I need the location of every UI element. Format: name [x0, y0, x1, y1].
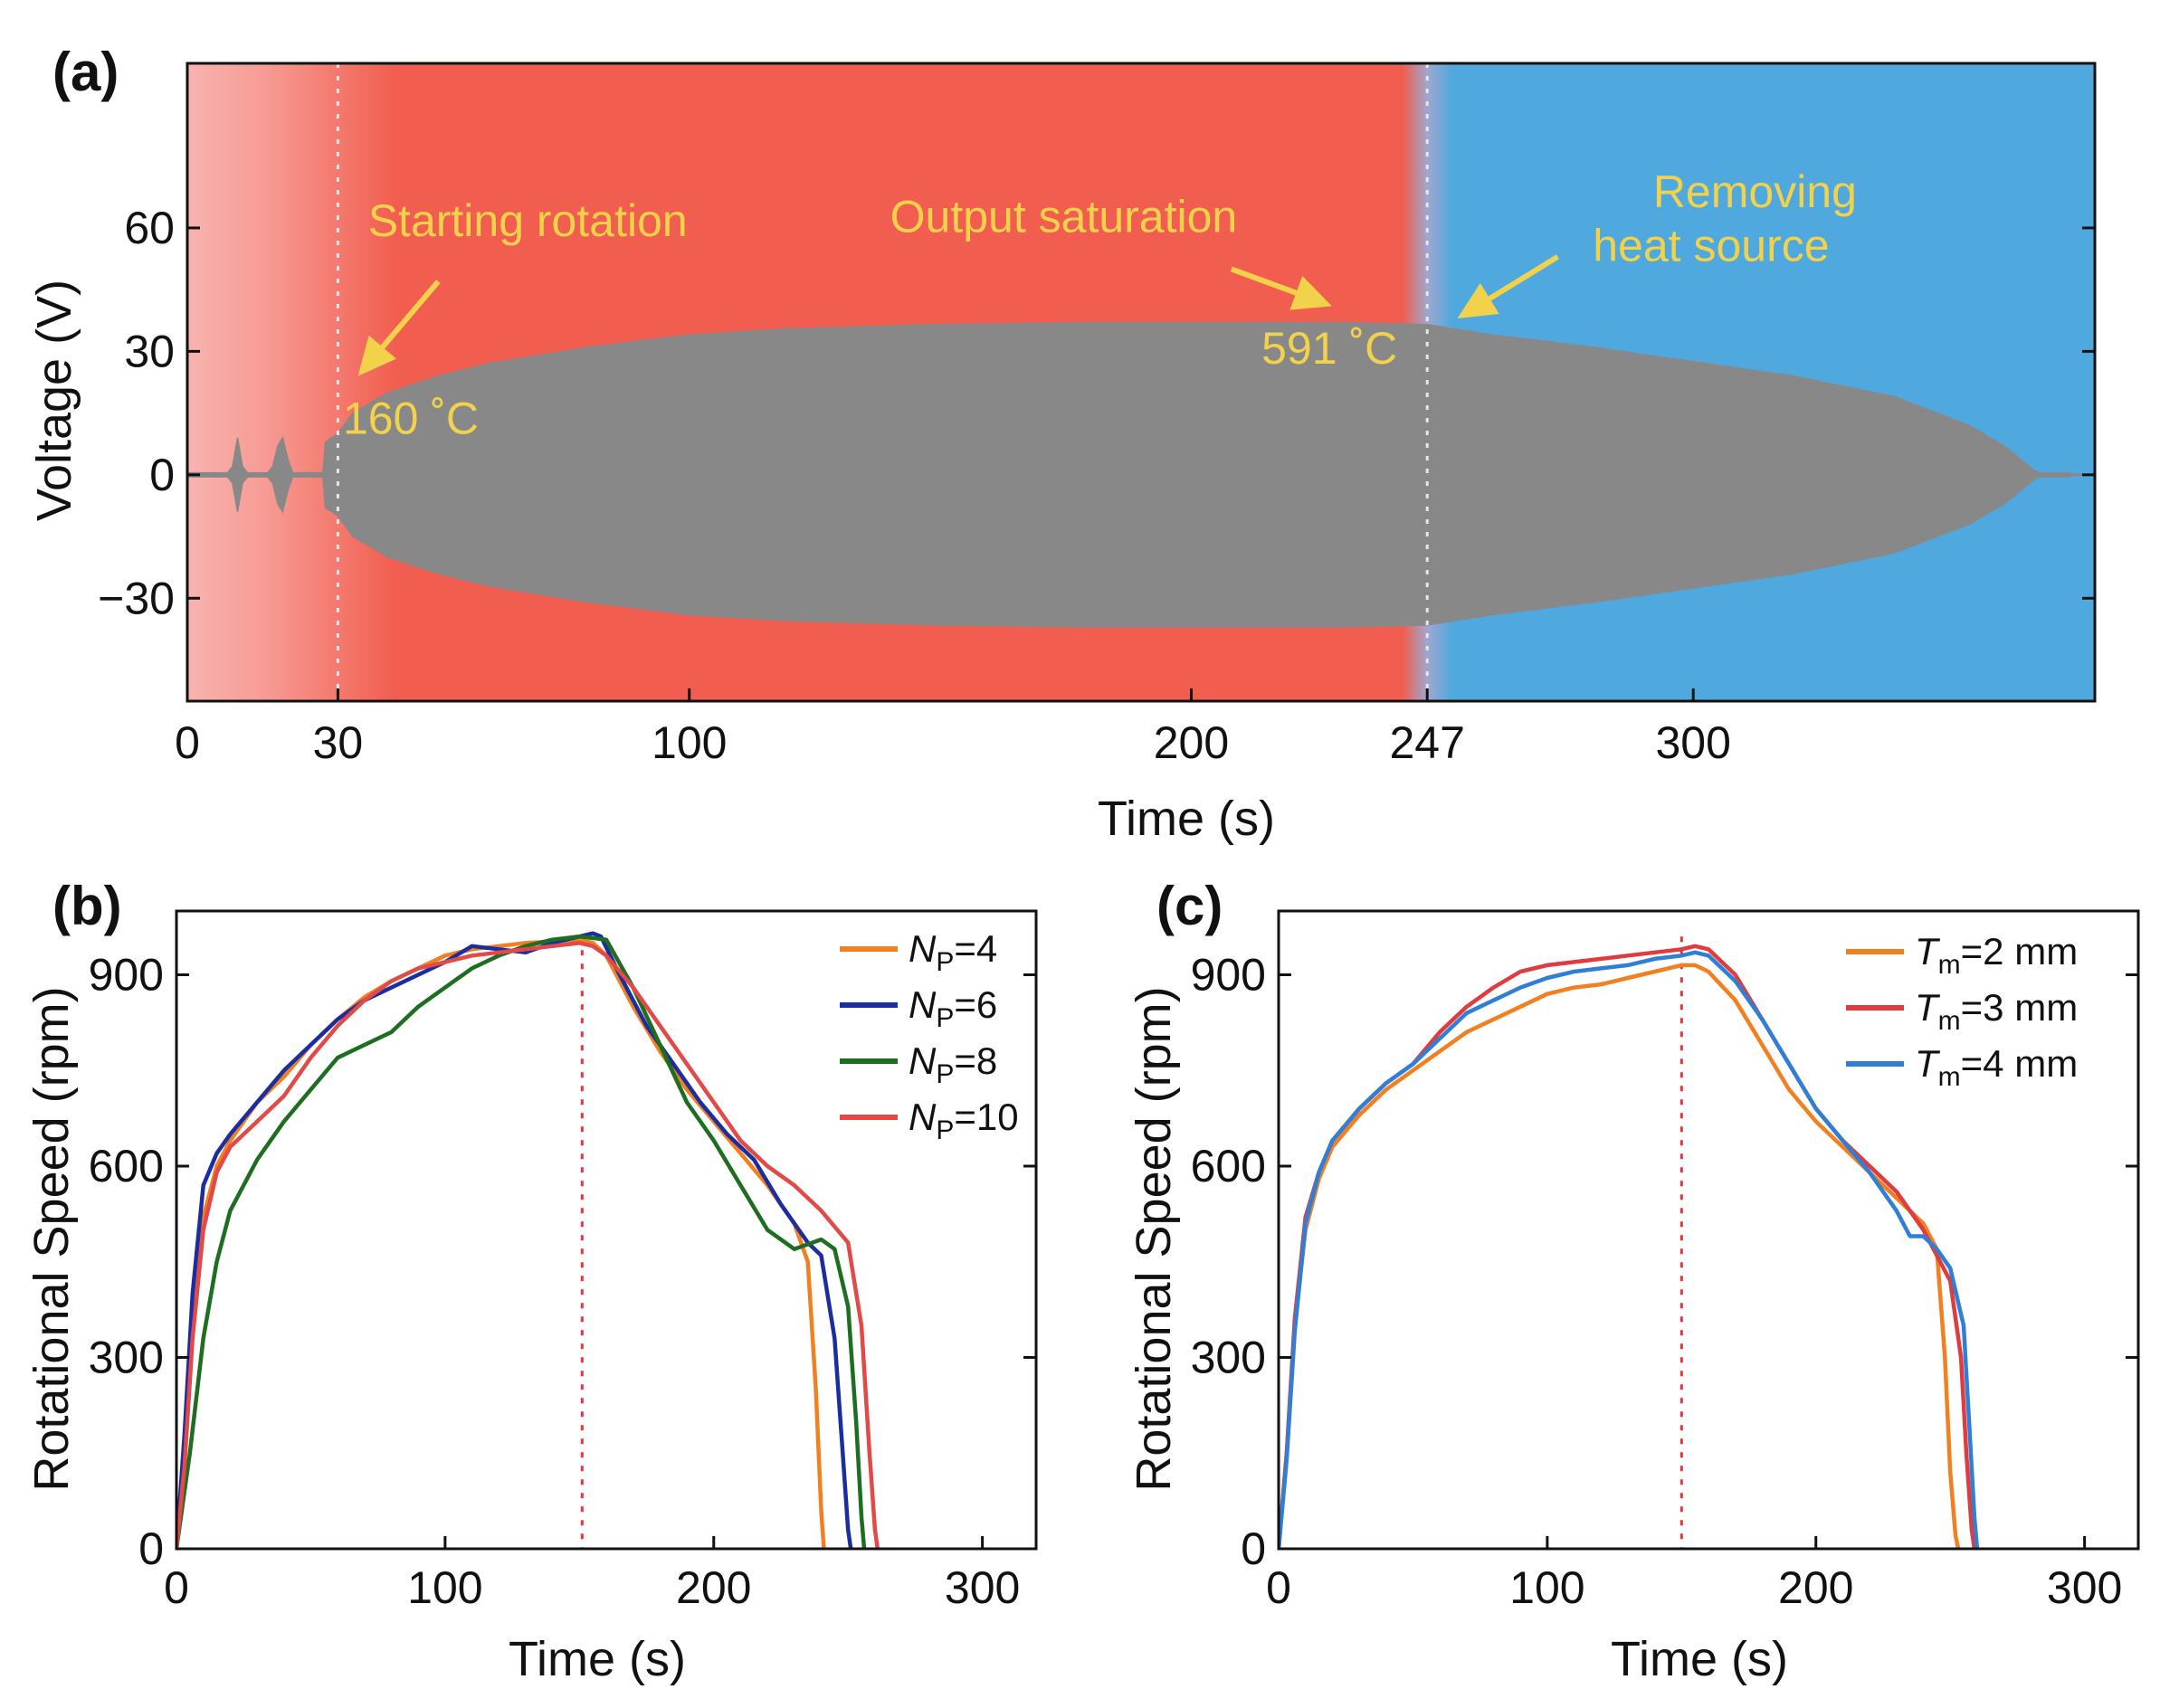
annotation-text: Output saturation — [890, 191, 1238, 242]
y-tick-label: 0 — [1241, 1523, 1266, 1574]
legend-entry: NP=6 — [909, 983, 997, 1033]
legend-entry: Tm=3 mm — [1915, 986, 2078, 1036]
x-tick-label: 0 — [164, 1562, 189, 1613]
y-tick-label: 0 — [138, 1523, 164, 1574]
legend-entry: NP=8 — [909, 1039, 997, 1089]
panel-b-frame — [175, 909, 1038, 1551]
arrow-starting-rotation — [357, 280, 441, 376]
x-tick-label: 300 — [945, 1562, 1020, 1613]
panel-a-chart: 0 30 100 200 247 300 −30 0 30 60 Starting rotatio… — [27, 42, 2097, 846]
panel-b-legend: NP=4 NP=6 NP=8 NP=10 — [840, 927, 1019, 1145]
y-tick-label: 900 — [89, 950, 164, 1001]
y-tick-label: 30 — [124, 326, 175, 376]
legend-entry: NP=10 — [909, 1096, 1019, 1145]
series-line-1 — [176, 931, 853, 1549]
x-tick-label: 0 — [175, 717, 200, 768]
panel-c-x-axis-label: Time (s) — [1611, 1632, 1788, 1686]
y-tick-label: −30 — [98, 573, 175, 623]
panel-b-label: (b) — [52, 876, 122, 936]
x-tick-label: 100 — [407, 1562, 482, 1613]
series-line-2 — [1279, 950, 1980, 1549]
y-tick-label: 300 — [1191, 1333, 1266, 1383]
x-tick-label: 300 — [2047, 1562, 2122, 1613]
x-tick-label: 200 — [1154, 717, 1229, 768]
panel-c-chart: 0 100 200 300 0 300 600 900 Tm=2 mm Tm=3 mm Tm=4 … — [1127, 876, 2140, 1686]
annotation-text: 160 ˚C — [343, 393, 479, 443]
annotation-text: 591 ˚C — [1261, 323, 1397, 374]
arrow-output-saturation — [1230, 266, 1332, 310]
x-tick-label: 100 — [652, 717, 727, 768]
y-tick-label: 600 — [89, 1141, 164, 1191]
arrow-removing-heat — [1457, 254, 1560, 318]
panel-a-y-axis-label: Voltage (V) — [27, 280, 81, 521]
x-tick-label: 200 — [676, 1562, 751, 1613]
panel-b-y-axis-label: Rotational Speed (rpm) — [24, 986, 79, 1491]
legend-entry: NP=4 — [909, 927, 997, 977]
x-tick-label: 0 — [1266, 1562, 1291, 1613]
x-tick-label: 30 — [313, 717, 364, 768]
panel-a-frame — [186, 62, 2097, 703]
panel-c-y-axis-label: Rotational Speed (rpm) — [1127, 986, 1181, 1491]
y-tick-label: 300 — [89, 1333, 164, 1383]
panel-c-label: (c) — [1156, 876, 1223, 936]
y-tick-label: 600 — [1191, 1141, 1266, 1191]
annotation-text: heat source — [1593, 220, 1829, 270]
x-tick-label: 100 — [1509, 1562, 1584, 1613]
y-tick-label: 0 — [149, 450, 175, 500]
annotation-text: Starting rotation — [368, 195, 688, 246]
series-line-0 — [176, 937, 826, 1549]
legend-entry: Tm=2 mm — [1915, 930, 2078, 980]
x-tick-label: 247 — [1389, 717, 1464, 768]
x-tick-label: 300 — [1655, 717, 1730, 768]
series-line-3 — [176, 941, 880, 1549]
legend-entry: Tm=4 mm — [1915, 1042, 2078, 1092]
y-tick-label: 60 — [124, 203, 175, 253]
y-tick-label: 900 — [1191, 950, 1266, 1001]
panel-c-frame — [1277, 909, 2140, 1551]
series-line-2 — [176, 934, 867, 1549]
panel-b-chart: 0 100 200 300 0 300 600 900 NP=4 NP=6 NP=8 NP=10 (… — [24, 876, 1038, 1686]
series-line-0 — [1279, 963, 1961, 1549]
panel-a-x-axis-label: Time (s) — [1098, 792, 1275, 846]
x-tick-label: 200 — [1778, 1562, 1853, 1613]
annotation-text: Removing — [1653, 166, 1857, 217]
panel-a-label: (a) — [52, 42, 119, 102]
series-line-1 — [1279, 944, 1977, 1549]
panel-c-legend: Tm=2 mm Tm=3 mm Tm=4 mm — [1846, 930, 2078, 1092]
panel-b-x-axis-label: Time (s) — [509, 1632, 686, 1686]
